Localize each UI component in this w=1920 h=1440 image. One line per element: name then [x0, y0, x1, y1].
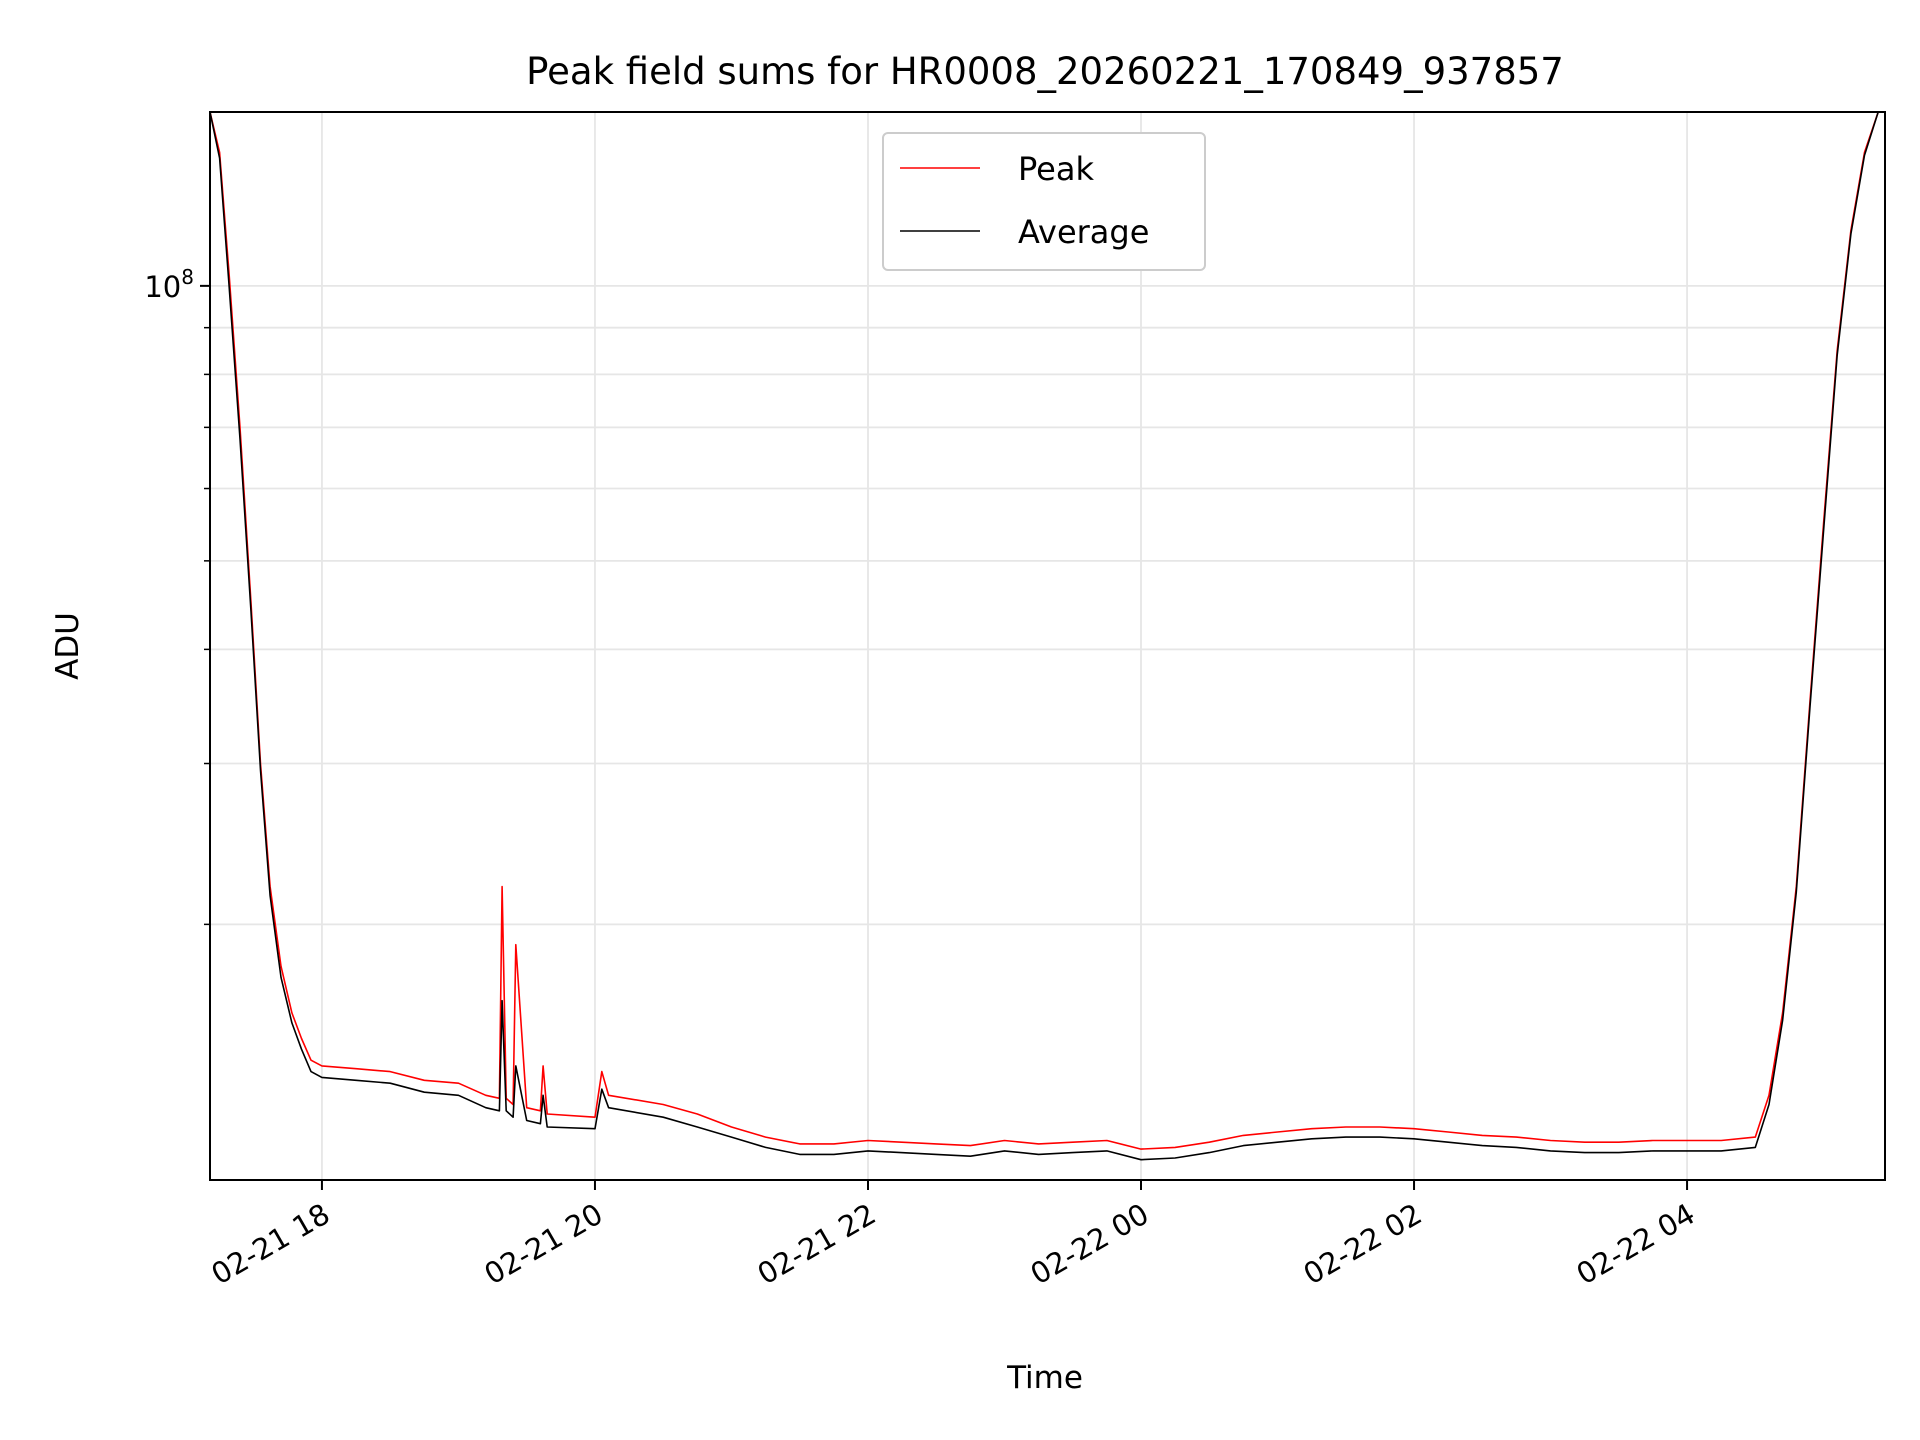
grid: [210, 112, 1885, 1180]
legend-label-average: Average: [1018, 213, 1149, 251]
y-axis-label: ADU: [50, 612, 86, 680]
series-line-peak: [210, 112, 1885, 1150]
chart-title: Peak field sums for HR0008_20260221_1708…: [526, 50, 1564, 93]
legend-label-peak: Peak: [1018, 150, 1094, 188]
y-tick-label: 108: [144, 265, 194, 304]
plot-frame: [209, 111, 1886, 1181]
legend: Peak Average: [882, 132, 1206, 271]
series-line-average: [210, 112, 1885, 1161]
x-axis-label: Time: [1006, 1360, 1083, 1396]
y-axis: 108: [144, 265, 210, 926]
series-group: [210, 112, 1885, 1161]
